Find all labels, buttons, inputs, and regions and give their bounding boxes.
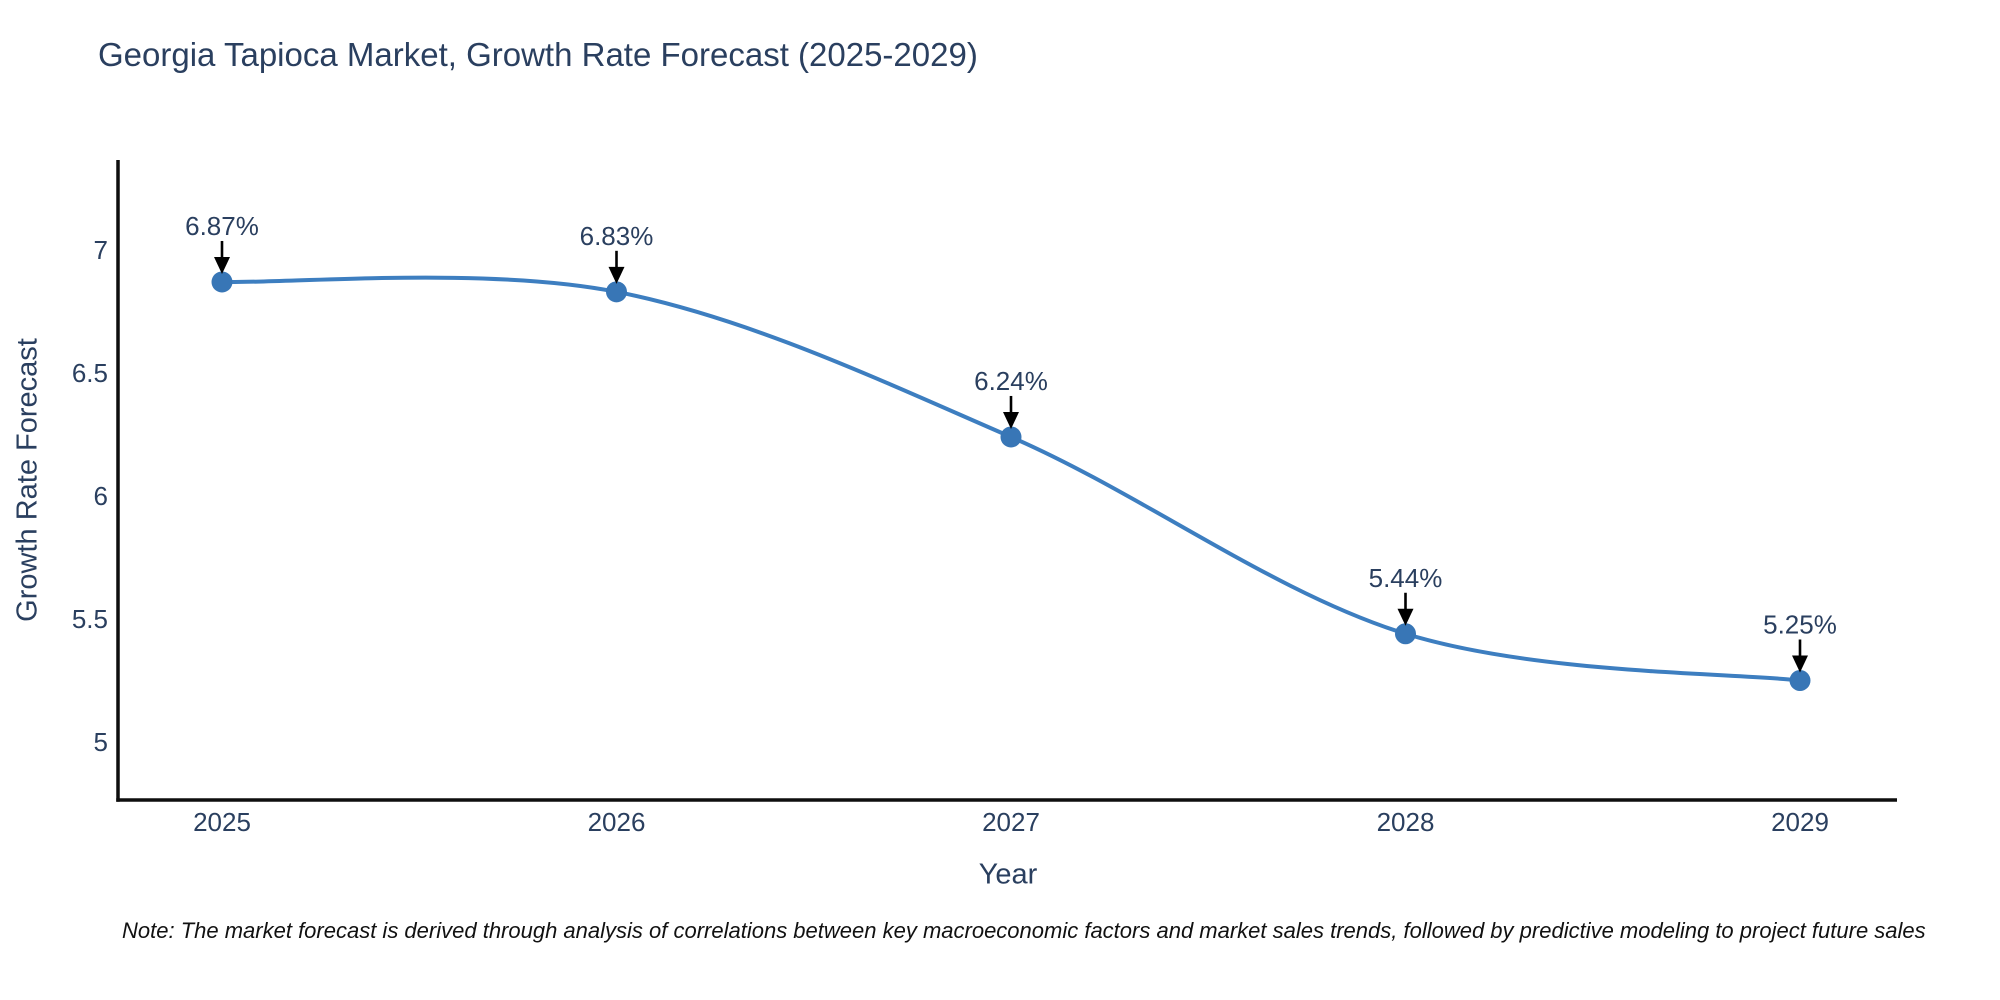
x-tick-label: 2029 <box>1771 807 1829 837</box>
footnote: Note: The market forecast is derived thr… <box>122 918 1926 943</box>
data-point[interactable] <box>1000 426 1022 448</box>
annotation-arrowhead <box>214 256 230 274</box>
y-tick-label: 6.5 <box>72 358 108 388</box>
y-tick-label: 5.5 <box>72 604 108 634</box>
annotation-arrowhead <box>1003 411 1019 429</box>
point-annotation: 6.24% <box>974 366 1048 396</box>
x-axis-title: Year <box>978 858 1038 891</box>
x-tick-label: 2025 <box>193 807 251 837</box>
point-annotation: 5.44% <box>1369 563 1443 593</box>
chart-title: Georgia Tapioca Market, Growth Rate Fore… <box>98 36 978 73</box>
annotation-arrowhead <box>608 266 625 284</box>
x-tick-label: 2028 <box>1377 807 1435 837</box>
y-tick-label: 7 <box>94 235 108 265</box>
point-annotation: 5.25% <box>1763 610 1837 640</box>
y-axis-title: Growth Rate Forecast <box>11 338 44 622</box>
annotation-arrowhead <box>1397 608 1414 626</box>
y-tick-label: 6 <box>94 481 108 511</box>
data-point[interactable] <box>1789 670 1811 691</box>
y-tick-label: 5 <box>94 727 108 757</box>
point-annotation: 6.83% <box>580 221 654 251</box>
trend-line <box>220 275 1802 683</box>
data-point[interactable] <box>606 281 627 303</box>
data-point[interactable] <box>211 271 233 293</box>
data-point[interactable] <box>1395 623 1416 645</box>
x-tick-label: 2026 <box>588 807 646 837</box>
annotation-arrowhead <box>1792 655 1808 673</box>
x-tick-label: 2027 <box>982 807 1040 837</box>
point-annotation: 6.87% <box>185 211 259 241</box>
